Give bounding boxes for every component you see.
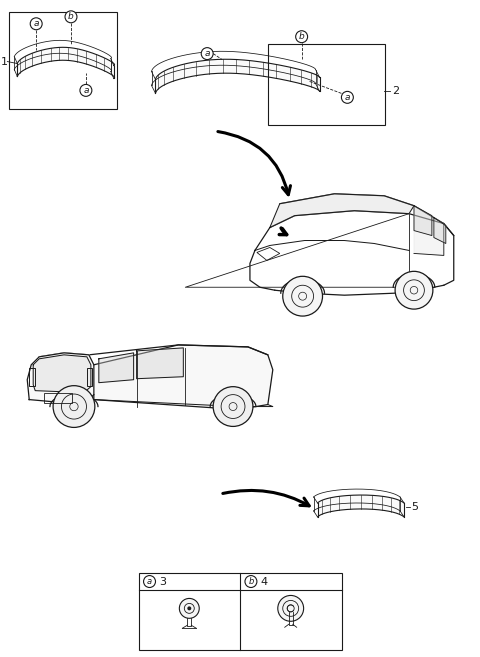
Circle shape — [201, 48, 213, 60]
Circle shape — [245, 576, 257, 587]
Circle shape — [213, 387, 253, 426]
Text: a: a — [147, 577, 152, 586]
Text: b: b — [68, 12, 74, 21]
Text: a: a — [34, 19, 39, 28]
Polygon shape — [414, 206, 432, 236]
Circle shape — [341, 91, 353, 103]
Bar — [9, 12, 117, 109]
Polygon shape — [156, 59, 320, 93]
Text: 1: 1 — [1, 57, 8, 66]
Text: 4: 4 — [261, 577, 268, 587]
Text: a: a — [83, 86, 89, 95]
Bar — [29, 368, 35, 386]
Polygon shape — [94, 345, 273, 409]
Polygon shape — [434, 217, 446, 244]
Text: 3: 3 — [159, 577, 167, 587]
Text: 5: 5 — [411, 502, 418, 512]
Bar — [139, 573, 342, 650]
Polygon shape — [27, 353, 94, 405]
Polygon shape — [33, 355, 91, 393]
Circle shape — [187, 606, 192, 610]
Circle shape — [30, 18, 42, 30]
Polygon shape — [99, 353, 133, 382]
Circle shape — [53, 386, 95, 428]
Polygon shape — [270, 194, 414, 227]
Circle shape — [180, 599, 199, 618]
Bar — [268, 43, 385, 125]
Bar — [44, 393, 72, 403]
Text: a: a — [345, 93, 350, 102]
Polygon shape — [17, 47, 115, 78]
Circle shape — [278, 595, 304, 622]
Circle shape — [65, 11, 77, 23]
Polygon shape — [414, 206, 444, 256]
Circle shape — [283, 277, 323, 316]
Polygon shape — [137, 348, 183, 378]
Polygon shape — [318, 495, 404, 517]
Circle shape — [395, 271, 433, 309]
Bar — [87, 368, 92, 386]
Circle shape — [144, 576, 156, 587]
Text: b: b — [299, 32, 304, 41]
Text: 2: 2 — [392, 86, 399, 97]
Text: a: a — [204, 49, 210, 58]
Circle shape — [80, 84, 92, 97]
Circle shape — [296, 31, 308, 43]
Text: b: b — [248, 577, 253, 586]
